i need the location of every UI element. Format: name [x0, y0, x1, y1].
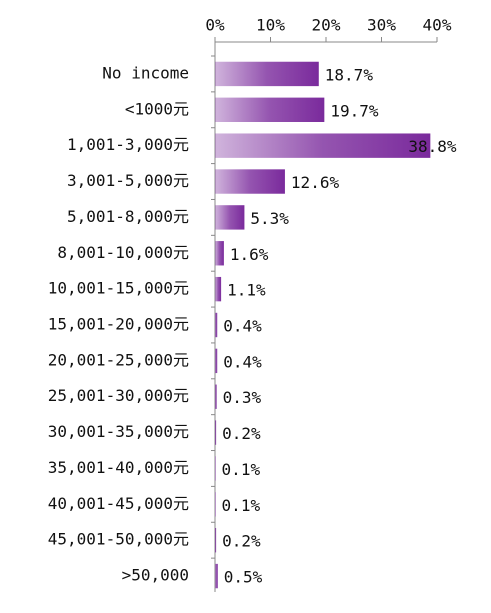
bar	[215, 312, 218, 338]
value-label: 0.3%	[223, 388, 262, 407]
value-label: 0.4%	[223, 352, 262, 371]
y-tick-label: No income	[102, 63, 189, 82]
y-tick-label: 5,001-8,000元	[67, 207, 189, 226]
value-label: 1.6%	[230, 245, 269, 264]
bar	[215, 133, 431, 158]
y-tick-label: 15,001-20,000元	[48, 315, 189, 334]
x-tick-label: 30%	[367, 16, 396, 35]
x-tick-label: 10%	[256, 16, 285, 35]
y-tick-label: 40,001-45,000元	[48, 494, 189, 513]
y-tick-label: >50,000	[122, 566, 189, 585]
y-tick-label: 25,001-30,000元	[48, 386, 189, 405]
value-label: 12.6%	[291, 173, 340, 192]
value-label: 5.3%	[250, 209, 289, 228]
y-tick-label: 20,001-25,000元	[48, 350, 189, 369]
bar	[215, 456, 216, 481]
value-label: 0.4%	[223, 317, 262, 336]
bar	[215, 492, 216, 517]
value-label: 0.5%	[224, 568, 263, 587]
y-tick-label: <1000元	[125, 99, 189, 118]
value-label: 1.1%	[227, 281, 266, 300]
value-label: 0.2%	[222, 424, 261, 443]
value-label: 0.2%	[222, 532, 261, 551]
bar	[215, 348, 218, 374]
bar	[215, 205, 245, 230]
y-tick-label: 35,001-40,000元	[48, 458, 189, 477]
x-tick-label: 0%	[205, 16, 225, 35]
value-label: 18.7%	[325, 65, 374, 84]
x-tick-label: 40%	[423, 16, 452, 35]
y-tick-label: 8,001-10,000元	[57, 243, 189, 262]
y-tick-label: 30,001-35,000元	[48, 422, 189, 441]
value-label: 19.7%	[330, 101, 379, 120]
bar	[215, 97, 325, 122]
bar	[215, 241, 224, 266]
y-tick-label: 45,001-50,000元	[48, 530, 189, 549]
bar	[215, 169, 285, 194]
bar	[215, 528, 217, 553]
y-tick-label: 3,001-5,000元	[67, 171, 189, 190]
bar	[215, 384, 217, 409]
value-label: 0.1%	[222, 496, 261, 515]
y-tick-label: 10,001-15,000元	[48, 279, 189, 298]
bar	[215, 61, 319, 87]
value-label: 38.8%	[408, 137, 457, 156]
x-tick-label: 20%	[312, 16, 341, 35]
bar	[215, 420, 217, 445]
bar	[215, 563, 218, 589]
y-tick-label: 1,001-3,000元	[67, 135, 189, 154]
bar	[215, 276, 222, 302]
value-label: 0.1%	[222, 460, 261, 479]
